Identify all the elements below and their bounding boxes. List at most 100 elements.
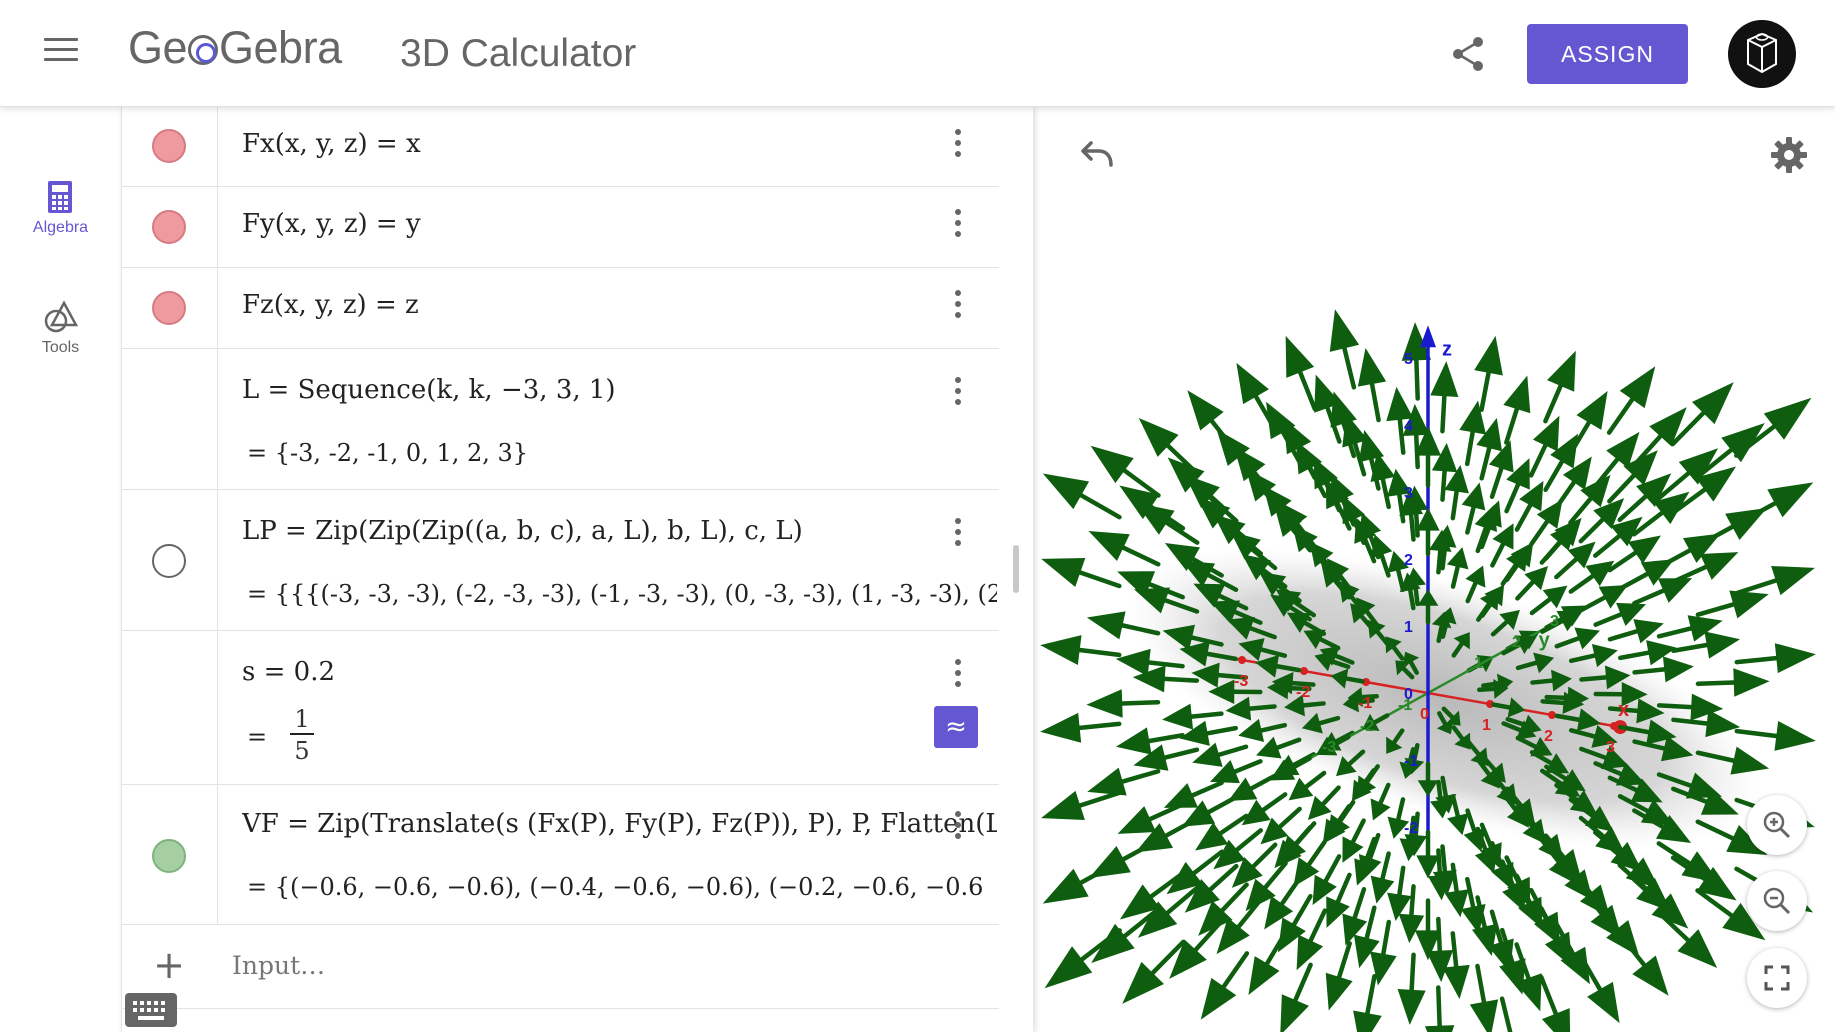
vector-arrow xyxy=(1476,589,1500,622)
z-tick-label: 4 xyxy=(1404,418,1413,435)
fullscreen-icon[interactable] xyxy=(1747,948,1807,1008)
visibility-marble[interactable] xyxy=(152,291,186,325)
visibility-marble[interactable] xyxy=(152,839,186,873)
hamburger-menu-icon[interactable] xyxy=(44,38,78,68)
vector-arrow xyxy=(1316,734,1351,756)
vector-arrow xyxy=(1515,652,1555,674)
vector-arrow xyxy=(1184,863,1239,913)
algebra-expression[interactable]: L = Sequence(k, k, −3, 3, 1) xyxy=(242,375,616,405)
vector-arrow xyxy=(1431,442,1458,502)
zoom-in-icon[interactable] xyxy=(1747,795,1807,855)
fraction-output: 1 5 xyxy=(290,705,314,765)
algebra-expression[interactable]: s = 0.2 xyxy=(242,657,336,687)
vector-arrow xyxy=(1260,806,1302,845)
vector-arrow xyxy=(1370,851,1395,904)
vector-arrow xyxy=(1162,624,1224,651)
vector-arrow xyxy=(1266,676,1312,700)
user-avatar[interactable] xyxy=(1728,20,1796,88)
vector-arrow xyxy=(1133,744,1200,771)
vector-arrow xyxy=(1670,855,1737,901)
approximate-toggle-button[interactable]: ≈ xyxy=(934,706,978,748)
vector-arrow xyxy=(1166,849,1225,895)
vector-arrow xyxy=(1401,322,1432,401)
vector-arrow xyxy=(1266,401,1303,466)
rail-item-algebra[interactable]: Algebra xyxy=(0,167,121,257)
keyboard-icon[interactable] xyxy=(125,993,177,1027)
z-tick-label: -2 xyxy=(1404,820,1418,837)
algebra-row-vf[interactable]: VF = Zip(Translate(s (Fx(P), Fy(P), Fz(P… xyxy=(122,785,999,925)
add-plus-icon[interactable]: + xyxy=(153,943,185,987)
vector-arrow xyxy=(1274,825,1313,869)
vector-arrow xyxy=(1539,522,1577,565)
vector-arrow xyxy=(1554,627,1600,650)
vector-arrow xyxy=(1386,386,1414,455)
algebra-row-l[interactable]: L = Sequence(k, k, −3, 3, 1) = {-3, -2, … xyxy=(122,349,999,490)
undo-icon[interactable] xyxy=(1073,137,1117,173)
vector-arrow xyxy=(1263,485,1303,535)
tools-shapes-icon xyxy=(44,300,79,333)
more-options-icon[interactable] xyxy=(948,209,968,245)
z-tick-label: 1 xyxy=(1404,619,1413,636)
algebra-input-field[interactable] xyxy=(232,943,982,987)
vector-arrow xyxy=(1086,689,1161,718)
more-options-icon[interactable] xyxy=(948,377,968,413)
vector-arrow xyxy=(1617,793,1675,826)
algebra-expression[interactable]: LP = Zip(Zip(Zip((a, b, c), a, L), b, L)… xyxy=(242,516,803,546)
share-icon[interactable] xyxy=(1448,34,1488,74)
algebra-row-fz[interactable]: Fz(x, y, z) = z xyxy=(122,268,999,349)
vector-arrow xyxy=(1226,616,1277,640)
gear-icon[interactable] xyxy=(1769,135,1809,175)
algebra-row-fy[interactable]: Fy(x, y, z) = y xyxy=(122,187,999,268)
vector-arrow xyxy=(1286,612,1327,636)
z-tick-label: 2 xyxy=(1404,552,1413,569)
vector-arrow xyxy=(1370,782,1391,821)
vector-arrow xyxy=(1540,610,1582,634)
more-options-icon[interactable] xyxy=(948,811,968,847)
algebra-scrollbar[interactable] xyxy=(1013,545,1019,593)
algebra-row-fx[interactable]: Fx(x, y, z) = x xyxy=(122,107,999,187)
algebra-row-s[interactable]: s = 0.2 = 1 5 ≈ xyxy=(122,631,999,785)
algebra-output: = {(−0.6, −0.6, −0.6), (−0.4, −0.6, −0.6… xyxy=(247,873,984,901)
visibility-marble[interactable] xyxy=(152,544,186,578)
more-options-icon[interactable] xyxy=(948,129,968,165)
algebra-row-lp[interactable]: LP = Zip(Zip(Zip((a, b, c), a, L), b, L)… xyxy=(122,490,999,631)
visibility-marble[interactable] xyxy=(152,129,186,163)
more-options-icon[interactable] xyxy=(948,290,968,326)
algebra-expression[interactable]: Fz(x, y, z) = z xyxy=(242,290,419,320)
vector-arrow xyxy=(1607,450,1658,504)
algebra-expression[interactable]: Fx(x, y, z) = x xyxy=(242,129,421,159)
vector-arrow xyxy=(1695,590,1769,619)
vector-arrow xyxy=(1326,872,1352,928)
vector-arrow xyxy=(1295,440,1328,499)
vector-arrow xyxy=(1040,712,1122,743)
more-options-icon[interactable] xyxy=(948,659,968,695)
rail-item-tools[interactable]: Tools xyxy=(0,287,121,377)
vector-arrow xyxy=(1442,931,1470,1000)
vector-arrow xyxy=(1617,559,1675,591)
visibility-marble[interactable] xyxy=(152,210,186,244)
assign-button[interactable]: ASSIGN xyxy=(1527,24,1688,84)
zoom-out-icon[interactable] xyxy=(1747,871,1807,931)
vector-arrow xyxy=(1503,375,1531,445)
xy-plane xyxy=(1127,548,1759,848)
x-tick-label: -3 xyxy=(1234,673,1248,690)
algebra-expression[interactable]: VF = Zip(Translate(s (Fx(P), Fy(P), Fz(P… xyxy=(242,809,997,839)
vector-arrow xyxy=(1695,746,1770,775)
vector-arrow xyxy=(1427,848,1453,901)
vector-arrow xyxy=(1554,708,1601,732)
more-options-icon[interactable] xyxy=(948,518,968,554)
logo-text-left: Ge xyxy=(128,22,188,73)
vector-arrow xyxy=(1225,696,1277,721)
vector-arrow xyxy=(1387,468,1412,524)
vector-arrow xyxy=(1607,619,1664,644)
vector-arrow xyxy=(1515,565,1549,601)
vector-arrow xyxy=(1245,861,1288,912)
vector-arrow xyxy=(1169,918,1225,979)
graphics-3d-view[interactable]: 5 4 3 2 1 0 -1 -2 -3 -2 -1 0 1 2 3 -3 -2 -1 1 2 3 z x y xyxy=(1033,107,1835,1032)
vector-arrow xyxy=(1631,491,1690,537)
vector-arrow xyxy=(1296,908,1328,971)
vector-arrow xyxy=(1489,840,1514,891)
algebra-expression[interactable]: Fy(x, y, z) = y xyxy=(242,209,421,239)
vector-arrow xyxy=(1115,648,1185,677)
